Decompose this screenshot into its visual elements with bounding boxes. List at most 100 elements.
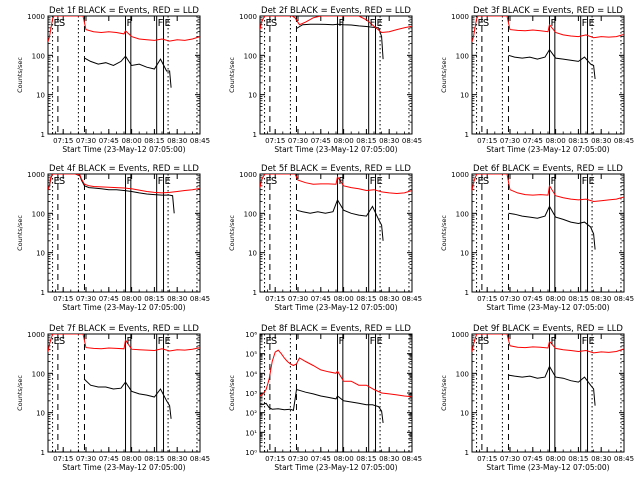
marker-label: F bbox=[582, 18, 588, 29]
y-tick-label: 10 bbox=[460, 410, 469, 418]
x-tick-label: 07:45 bbox=[311, 295, 331, 303]
marker-label: F bbox=[339, 336, 345, 347]
x-axis-label: Start Time (23-May-12 07:05:00) bbox=[486, 463, 609, 472]
plot-frame bbox=[259, 15, 413, 135]
marker-label: E bbox=[54, 176, 60, 187]
marker-label: S bbox=[271, 176, 277, 187]
series-line-lld bbox=[472, 334, 624, 354]
y-tick-label: 1 bbox=[253, 289, 257, 297]
marker-label: F bbox=[582, 336, 588, 347]
series-line-lld bbox=[472, 174, 624, 203]
x-tick-label: 07:15 bbox=[53, 295, 73, 303]
x-tick-label: 08:00 bbox=[334, 455, 354, 463]
y-axis-label: Counts/sec bbox=[440, 215, 448, 251]
x-tick-label: 08:15 bbox=[144, 137, 164, 145]
series-line-events bbox=[260, 388, 384, 423]
marker-label: F bbox=[551, 18, 557, 29]
series-line-lld bbox=[260, 349, 412, 398]
x-tick-label: 07:45 bbox=[99, 295, 119, 303]
marker-label: E bbox=[377, 176, 383, 187]
marker-label: E bbox=[589, 18, 595, 29]
y-tick-label: 1 bbox=[41, 131, 45, 139]
series-line-lld bbox=[48, 334, 200, 352]
x-tick-label: 08:15 bbox=[568, 455, 588, 463]
plot-frame bbox=[471, 173, 625, 293]
series-line-lld bbox=[48, 16, 200, 43]
marker-label: E bbox=[165, 176, 171, 187]
x-tick-label: 07:45 bbox=[523, 455, 543, 463]
x-tick-label: 08:30 bbox=[167, 295, 187, 303]
plot-frame bbox=[471, 15, 625, 135]
x-tick-label: 07:45 bbox=[523, 295, 543, 303]
y-axis-label: Counts/sec bbox=[16, 57, 24, 93]
marker-label: F bbox=[551, 336, 557, 347]
series-line-events bbox=[508, 205, 596, 250]
x-tick-label: 08:00 bbox=[546, 137, 566, 145]
chart-panel-3: Det 3f BLACK = Events, RED = LLD 1 10 100 10… bbox=[440, 6, 634, 154]
y-tick-label: 10 bbox=[460, 250, 469, 258]
y-tick-label: 1 bbox=[465, 289, 469, 297]
marker-label: F bbox=[582, 176, 588, 187]
y-tick-label: 100 bbox=[32, 52, 45, 60]
y-tick-label: 1000 bbox=[239, 171, 257, 179]
y-tick-label: 10² bbox=[245, 410, 257, 418]
chart-panel-1: Det 1f BLACK = Events, RED = LLD 1 10 100 10… bbox=[16, 6, 210, 154]
plot-area bbox=[472, 16, 624, 134]
marker-label: F bbox=[339, 176, 345, 187]
marker-label: F bbox=[158, 336, 164, 347]
y-tick-label: 1000 bbox=[451, 13, 469, 21]
x-tick-label: 07:45 bbox=[311, 455, 331, 463]
x-axis-label: Start Time (23-May-12 07:05:00) bbox=[274, 463, 397, 472]
x-tick-label: 08:00 bbox=[122, 295, 142, 303]
y-axis-label: Counts/sec bbox=[440, 375, 448, 411]
x-tick-label: 08:15 bbox=[144, 455, 164, 463]
marker-label: E bbox=[478, 176, 484, 187]
chart-title: Det 8f BLACK = Events, RED = LLD bbox=[261, 324, 411, 334]
marker-label: E bbox=[478, 336, 484, 347]
y-tick-label: 1 bbox=[465, 449, 469, 457]
y-tick-label: 10⁴ bbox=[245, 370, 257, 378]
x-tick-label: 07:30 bbox=[500, 295, 520, 303]
chart-title: Det 4f BLACK = Events, RED = LLD bbox=[49, 164, 199, 174]
marker-label: F bbox=[339, 18, 345, 29]
series-line-lld bbox=[472, 16, 624, 43]
chart-panel-2: Det 2f BLACK = Events, RED = LLD 1 10 100 10… bbox=[228, 6, 422, 154]
x-axis-label: Start Time (23-May-12 07:05:00) bbox=[274, 303, 397, 312]
y-tick-label: 100 bbox=[456, 210, 469, 218]
marker-label: E bbox=[54, 18, 60, 29]
y-tick-label: 10 bbox=[248, 92, 257, 100]
y-tick-label: 1 bbox=[465, 131, 469, 139]
plot-area bbox=[260, 174, 412, 292]
chart-title: Det 7f BLACK = Events, RED = LLD bbox=[49, 324, 199, 334]
y-tick-label: 100 bbox=[244, 52, 257, 60]
x-tick-label: 07:15 bbox=[265, 137, 285, 145]
x-tick-label: 08:00 bbox=[122, 137, 142, 145]
x-tick-label: 07:15 bbox=[265, 295, 285, 303]
y-tick-label: 1000 bbox=[27, 331, 45, 339]
marker-label: F bbox=[158, 18, 164, 29]
y-tick-label: 10 bbox=[36, 250, 45, 258]
y-tick-label: 10 bbox=[36, 92, 45, 100]
series-line-events bbox=[48, 174, 175, 214]
x-tick-label: 07:15 bbox=[477, 455, 497, 463]
chart-panel-9: Det 9f BLACK = Events, RED = LLD 1 10 100 10… bbox=[440, 324, 634, 472]
y-tick-label: 100 bbox=[32, 210, 45, 218]
y-tick-label: 10 bbox=[460, 92, 469, 100]
x-tick-label: 07:15 bbox=[53, 137, 73, 145]
x-tick-label: 07:30 bbox=[500, 455, 520, 463]
x-tick-label: 07:30 bbox=[76, 295, 96, 303]
x-tick-label: 08:00 bbox=[334, 137, 354, 145]
y-tick-label: 10³ bbox=[245, 390, 257, 398]
marker-label: S bbox=[483, 176, 489, 187]
x-tick-label: 08:00 bbox=[334, 295, 354, 303]
y-tick-label: 100 bbox=[244, 210, 257, 218]
marker-label: F bbox=[158, 176, 164, 187]
marker-label: E bbox=[266, 18, 272, 29]
marker-label: E bbox=[377, 18, 383, 29]
x-tick-label: 08:30 bbox=[591, 137, 611, 145]
x-tick-label: 08:45 bbox=[402, 137, 422, 145]
y-tick-label: 1000 bbox=[27, 13, 45, 21]
y-tick-label: 10⁶ bbox=[245, 331, 257, 339]
series-line-events bbox=[508, 365, 596, 406]
